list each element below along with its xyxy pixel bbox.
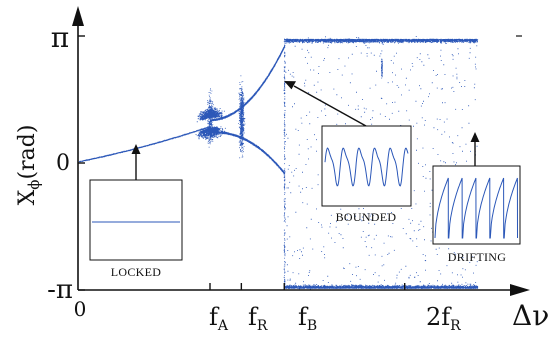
axis-ticks (78, 35, 522, 291)
ytick-label-pi: π (51, 21, 69, 54)
y-label-unit: (rad) (15, 125, 40, 180)
inset-locked: LOCKED (89, 179, 183, 279)
inset-bounded-frame (321, 125, 412, 207)
ytick-label-minus-pi: -π (47, 275, 73, 305)
xtick-2fR-main: 2f (426, 303, 452, 331)
arrow-locked-head (131, 144, 141, 154)
inset-drifting: DRIFTING (432, 165, 521, 264)
y-label-main: X (15, 189, 40, 205)
arrow-drifting-head (470, 132, 480, 142)
inset-locked-label: LOCKED (111, 265, 161, 279)
annotation-arrows (131, 81, 480, 180)
arrow-bounded-head (284, 81, 296, 90)
xtick-fA-sub: A (217, 318, 229, 334)
xtick-label-fB: fB (298, 303, 317, 334)
y-axis-label: Xϕ(rad) (15, 125, 43, 206)
xtick-label-fA: fA (209, 303, 229, 334)
inset-bounded-trace (324, 147, 409, 187)
xtick-fR-main: f (248, 303, 259, 331)
xtick-label-2fR: 2fR (426, 303, 461, 334)
inset-locked-frame (89, 179, 183, 261)
y-axis-arrow (72, 6, 84, 26)
inset-bounded-label: BOUNDED (336, 210, 397, 224)
inset-drifting-label: DRIFTING (448, 250, 506, 264)
xtick-fB-sub: B (307, 318, 317, 334)
xtick-fR-sub: R (257, 318, 268, 334)
plot-axes (77, 24, 516, 291)
xtick-label-fR: fR (248, 303, 268, 334)
y-label-subscript: ϕ (25, 179, 43, 189)
xtick-label-zero: 0 (74, 297, 87, 321)
inset-drifting-trace (434, 177, 518, 239)
inset-bounded: BOUNDED (321, 125, 412, 224)
xtick-2fR-sub: R (450, 318, 461, 334)
xtick-fA-main: f (209, 303, 220, 331)
arrow-bounded-line (293, 85, 367, 127)
xtick-fB-main: f (298, 303, 309, 331)
x-axis-label: Δν (512, 299, 549, 332)
ytick-label-zero: 0 (56, 151, 70, 176)
